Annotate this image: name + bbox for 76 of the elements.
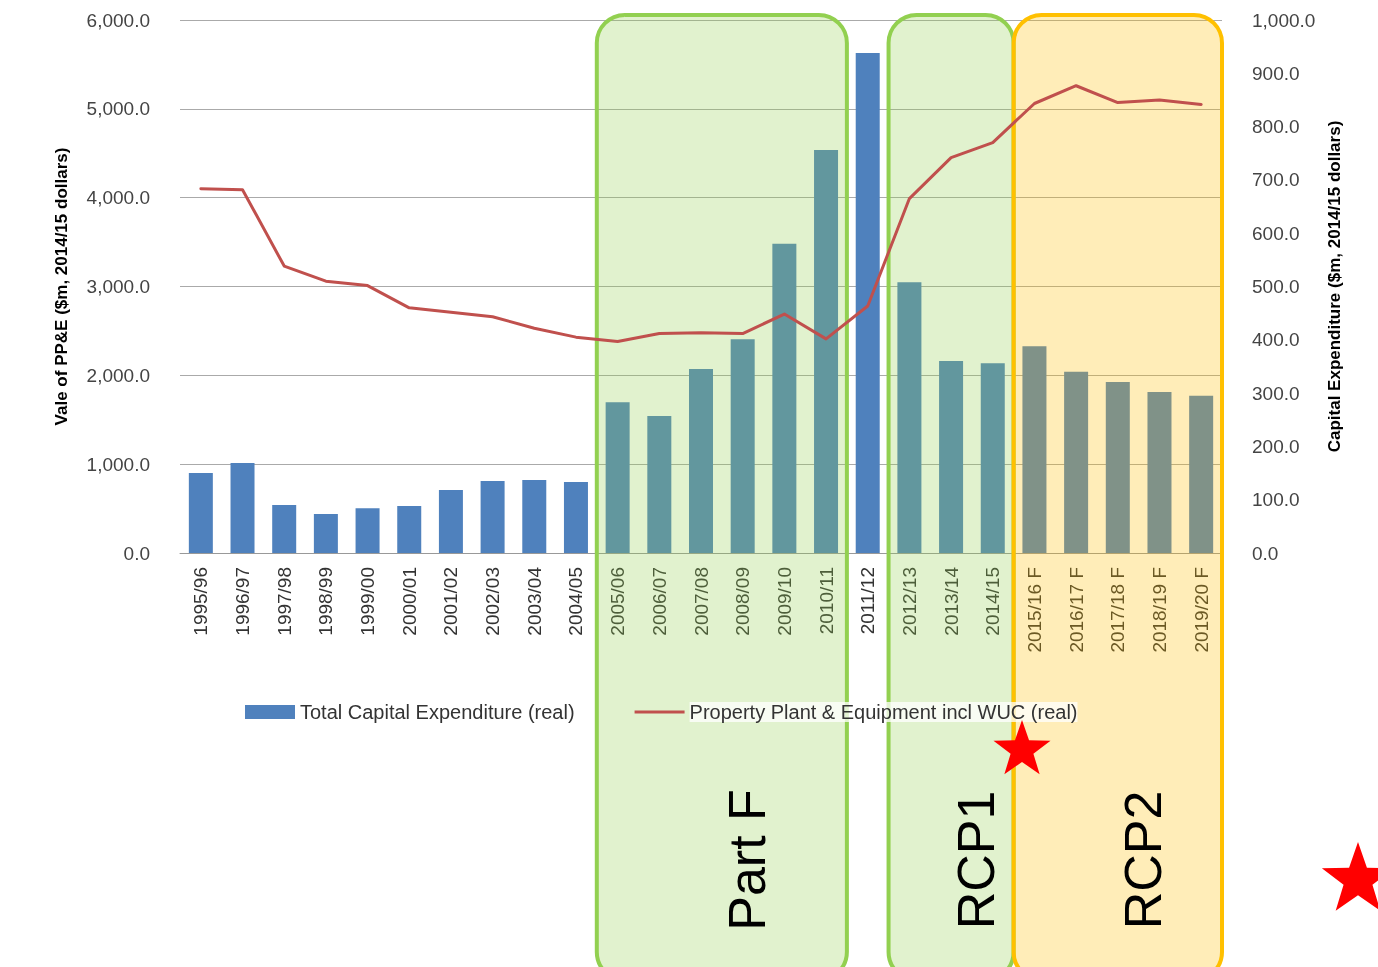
x-tick-label: 1997/98 — [273, 567, 295, 636]
bar — [897, 282, 922, 553]
x-tick-label: 2008/09 — [732, 567, 754, 636]
x-tick-label: 2000/01 — [398, 567, 420, 636]
bar — [855, 53, 880, 553]
x-tick-label: 2001/02 — [440, 567, 462, 636]
bar — [1105, 381, 1130, 553]
bar — [522, 479, 547, 553]
bar — [355, 508, 380, 553]
bar — [563, 482, 588, 553]
x-tick-label: 2011/12 — [857, 567, 879, 635]
x-tick-label: 2012/13 — [898, 567, 920, 636]
x-tick-label: 2003/04 — [523, 566, 545, 636]
bar — [1022, 346, 1047, 553]
y2-tick-label: 500.0 — [1252, 276, 1300, 297]
x-tick-label: 2010/11 — [815, 567, 837, 635]
legend-label: Total Capital Expenditure (real) — [300, 701, 575, 723]
bar — [689, 369, 713, 553]
y-tick-label: 4,000.0 — [86, 187, 150, 209]
x-tick-label: 2014/15 — [982, 567, 1004, 636]
y2-tick-label: 100.0 — [1252, 489, 1300, 511]
y-tick-label: 3,000.0 — [86, 276, 150, 297]
y2-tick-label: 900.0 — [1252, 62, 1300, 84]
bar — [730, 339, 755, 553]
y2-axis-title: Capital Expenditure ($m, 2014/15 dollars) — [1325, 120, 1345, 453]
y-axis-title: Vale of PP&E ($m, 2014/15 dollars) — [52, 147, 71, 426]
bar — [939, 361, 964, 553]
bar — [980, 363, 1005, 553]
bar — [1189, 395, 1214, 553]
y-tick-label: 0.0 — [123, 542, 150, 564]
bar — [230, 462, 255, 553]
x-tick-label: 2004/05 — [565, 567, 587, 636]
band-label: RCP2 — [1113, 790, 1172, 930]
bar — [313, 514, 338, 553]
y-tick-label: 1,000.0 — [86, 453, 150, 475]
y2-tick-label: 200.0 — [1252, 435, 1300, 457]
legend-label: Property Plant & Equipment incl WUC (real) — [689, 701, 1078, 723]
y-tick-label: 5,000.0 — [86, 98, 150, 120]
y-tick-label: 2,000.0 — [86, 364, 150, 386]
x-tick-label: 2007/08 — [690, 567, 712, 636]
y2-tick-label: 600.0 — [1252, 222, 1300, 244]
bar — [1147, 392, 1172, 553]
x-tick-label: 2002/03 — [482, 567, 504, 636]
x-tick-label: 2005/06 — [607, 567, 629, 636]
y2-tick-label: 0.0 — [1252, 542, 1279, 564]
x-tick-label: 1996/97 — [232, 567, 254, 636]
bar — [1064, 371, 1089, 553]
bar — [397, 506, 422, 553]
y2-tick-label: 700.0 — [1252, 169, 1300, 191]
bar — [772, 243, 797, 553]
x-tick-label: 2015/16 F — [1023, 567, 1045, 653]
bar — [438, 490, 463, 553]
x-tick-label: 2016/17 F — [1065, 567, 1087, 653]
bar — [647, 416, 672, 553]
y2-tick-label: 300.0 — [1252, 382, 1300, 404]
band-label: Part F — [717, 789, 776, 931]
x-tick-label: 2009/10 — [773, 567, 795, 636]
bar — [605, 402, 630, 553]
bar — [272, 505, 297, 553]
band-label: RCP1 — [947, 790, 1006, 930]
line-series — [199, 84, 1203, 344]
bar — [188, 473, 213, 553]
x-tick-label: 1999/00 — [357, 567, 379, 636]
y2-tick-label: 400.0 — [1252, 329, 1300, 351]
bar — [814, 150, 839, 553]
y-tick-label: 6,000.0 — [86, 9, 150, 31]
x-tick-label: 2013/14 — [940, 566, 962, 636]
x-tick-label: 2019/20 F — [1190, 567, 1212, 653]
y2-tick-label: 800.0 — [1252, 116, 1300, 138]
bar — [480, 481, 505, 553]
x-tick-label: 2018/19 F — [1148, 567, 1170, 653]
x-tick-label: 1998/99 — [315, 567, 337, 636]
x-tick-label: 2017/18 F — [1107, 567, 1129, 653]
x-tick-label: 2006/07 — [648, 567, 670, 636]
x-tick-label: 1995/96 — [190, 567, 212, 636]
y2-tick-label: 1,000.0 — [1252, 9, 1316, 31]
